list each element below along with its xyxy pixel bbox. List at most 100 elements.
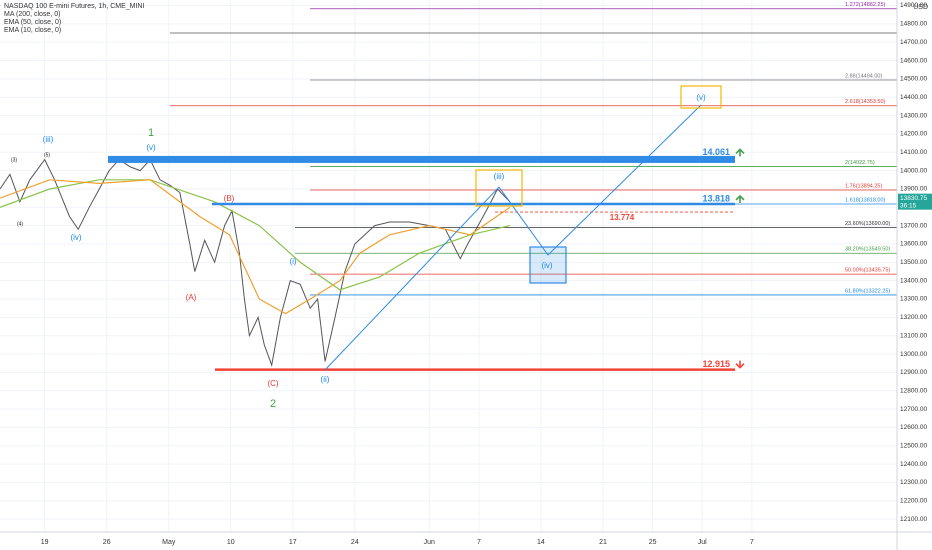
chart-title: NASDAQ 100 E-mini Futures, 1h, CME_MINI (4, 3, 144, 10)
wave-label: (ii) (321, 375, 330, 384)
wave-label: (v) (696, 93, 706, 102)
price-line (0, 158, 511, 367)
band-label: 12.915 (702, 359, 730, 369)
bands: 14.061 13.818 12.915 13.774 (108, 147, 745, 371)
target-box (680, 85, 722, 109)
fib-label: 2(14022.75) (845, 160, 875, 166)
y-tick-label: 14000.00 (900, 167, 927, 174)
y-tick-label: 12200.00 (900, 498, 927, 505)
wave-labels: (iii) 1 (v) (3) (5) (4) (iv) (B) (A) (C)… (11, 93, 706, 410)
x-tick-label: 10 (227, 539, 235, 546)
x-tick-label: 7 (477, 539, 481, 546)
countdown: 36:15 (900, 202, 917, 209)
fib-label: 1.618(13818.00) (845, 197, 886, 203)
band-line (212, 202, 735, 206)
x-tick-label: 19 (41, 539, 49, 546)
y-tick-label: 12500.00 (900, 442, 927, 449)
y-tick-label: 14300.00 (900, 112, 927, 119)
wave-label: (C) (267, 379, 278, 388)
band-line (108, 155, 735, 163)
moving-average (0, 179, 511, 315)
fib-label: 2.618(14353.50) (845, 99, 886, 105)
fib-label: 61.80%(13322.25) (845, 288, 890, 294)
y-tick-label: 12300.00 (900, 479, 927, 486)
y-tick-label: 12100.00 (900, 516, 927, 523)
y-tick-label: 13900.00 (900, 186, 927, 193)
band-arrow (735, 148, 745, 157)
axes: 12100.00 12200.00 12300.00 12400.00 12500.00… (41, 2, 932, 546)
fib-label: 38.20%(13549.50) (845, 247, 890, 253)
fib-label: 1.272(14882.25) (845, 2, 886, 8)
y-tick-label: 14800.00 (900, 21, 927, 28)
y-tick-label: 14500.00 (900, 76, 927, 83)
wave-label: (v) (146, 143, 156, 152)
x-tick-label: May (162, 539, 176, 546)
wave-label: 2 (270, 398, 276, 410)
y-tick-label: 14600.00 (900, 57, 927, 64)
x-tick-label: 7 (750, 539, 754, 546)
wave-label: (i) (289, 257, 296, 266)
grid (0, 0, 897, 532)
wave-label: (iii) (494, 172, 505, 181)
y-tick-label: 14100.00 (900, 149, 927, 156)
wave-label: (4) (17, 221, 23, 227)
y-tick-label: 13400.00 (900, 277, 927, 284)
y-tick-label: 13200.00 (900, 314, 927, 321)
fib-label: 1.76(13894.25) (845, 183, 882, 189)
wave-label: (iv) (541, 261, 552, 270)
x-tick-label: 24 (351, 539, 359, 546)
y-tick-label: 12400.00 (900, 461, 927, 468)
band-arrow (735, 194, 745, 203)
x-tick-label: Jun (424, 539, 435, 546)
fib-label: 23.60%(13690.00) (845, 221, 890, 227)
wave-label: (iii) (43, 135, 54, 144)
currency: USD (913, 4, 928, 11)
target-box (529, 246, 567, 284)
indicator: EMA (10, close, 0) (4, 27, 61, 34)
y-tick-label: 13000.00 (900, 351, 927, 358)
y-tick-label: 13300.00 (900, 296, 927, 303)
levels: 1.272(14882.25) 2.88(14494.00) 2.618(14353… (170, 2, 897, 296)
y-tick-label: 14200.00 (900, 131, 927, 138)
y-tick-label: 12700.00 (900, 406, 927, 413)
y-tick-label: 13700.00 (900, 222, 927, 229)
indicator: MA (200, close, 0) (4, 11, 60, 18)
x-tick-label: 25 (649, 539, 657, 546)
y-tick-label: 14900.00 (900, 2, 927, 9)
last-price-tag (898, 193, 932, 210)
indicator: EMA (50, close, 0) (4, 19, 61, 26)
x-tick-label: 26 (103, 539, 111, 546)
y-tick-label: 13600.00 (900, 241, 927, 248)
header: NASDAQ 100 E-mini Futures, 1h, CME_MINI … (4, 3, 144, 34)
y-tick-label: 14700.00 (900, 39, 927, 46)
x-tick-label: 14 (537, 539, 545, 546)
wave-label: (5) (44, 152, 50, 158)
price-lines (0, 158, 511, 367)
band-label: 13.774 (610, 213, 635, 222)
y-tick-label: 14400.00 (900, 94, 927, 101)
x-tick-label: 17 (289, 539, 297, 546)
wave-label: (iv) (70, 233, 81, 242)
x-tick-label: Jul (698, 539, 707, 546)
y-tick-label: 13100.00 (900, 332, 927, 339)
band-label: 13.818 (702, 193, 730, 203)
wave-label: 1 (148, 127, 154, 139)
band-label: 14.061 (702, 147, 730, 157)
band-line (215, 368, 735, 371)
wave-label: (3) (11, 157, 17, 163)
elliott-path (324, 85, 722, 371)
last-price: 13830.75 (900, 195, 927, 202)
band-arrow (735, 360, 745, 369)
wave-projection (324, 104, 702, 371)
y-tick-label: 13500.00 (900, 259, 927, 266)
y-tick-label: 12900.00 (900, 369, 927, 376)
wave-label: (B) (224, 194, 235, 203)
fib-label: 50.00%(13435.75) (845, 268, 890, 274)
y-tick-label: 12800.00 (900, 387, 927, 394)
fib-label: 2.88(14494.00) (845, 73, 882, 79)
moving-average (0, 179, 511, 291)
x-tick-label: 21 (599, 539, 607, 546)
wave-label: (A) (186, 293, 197, 302)
